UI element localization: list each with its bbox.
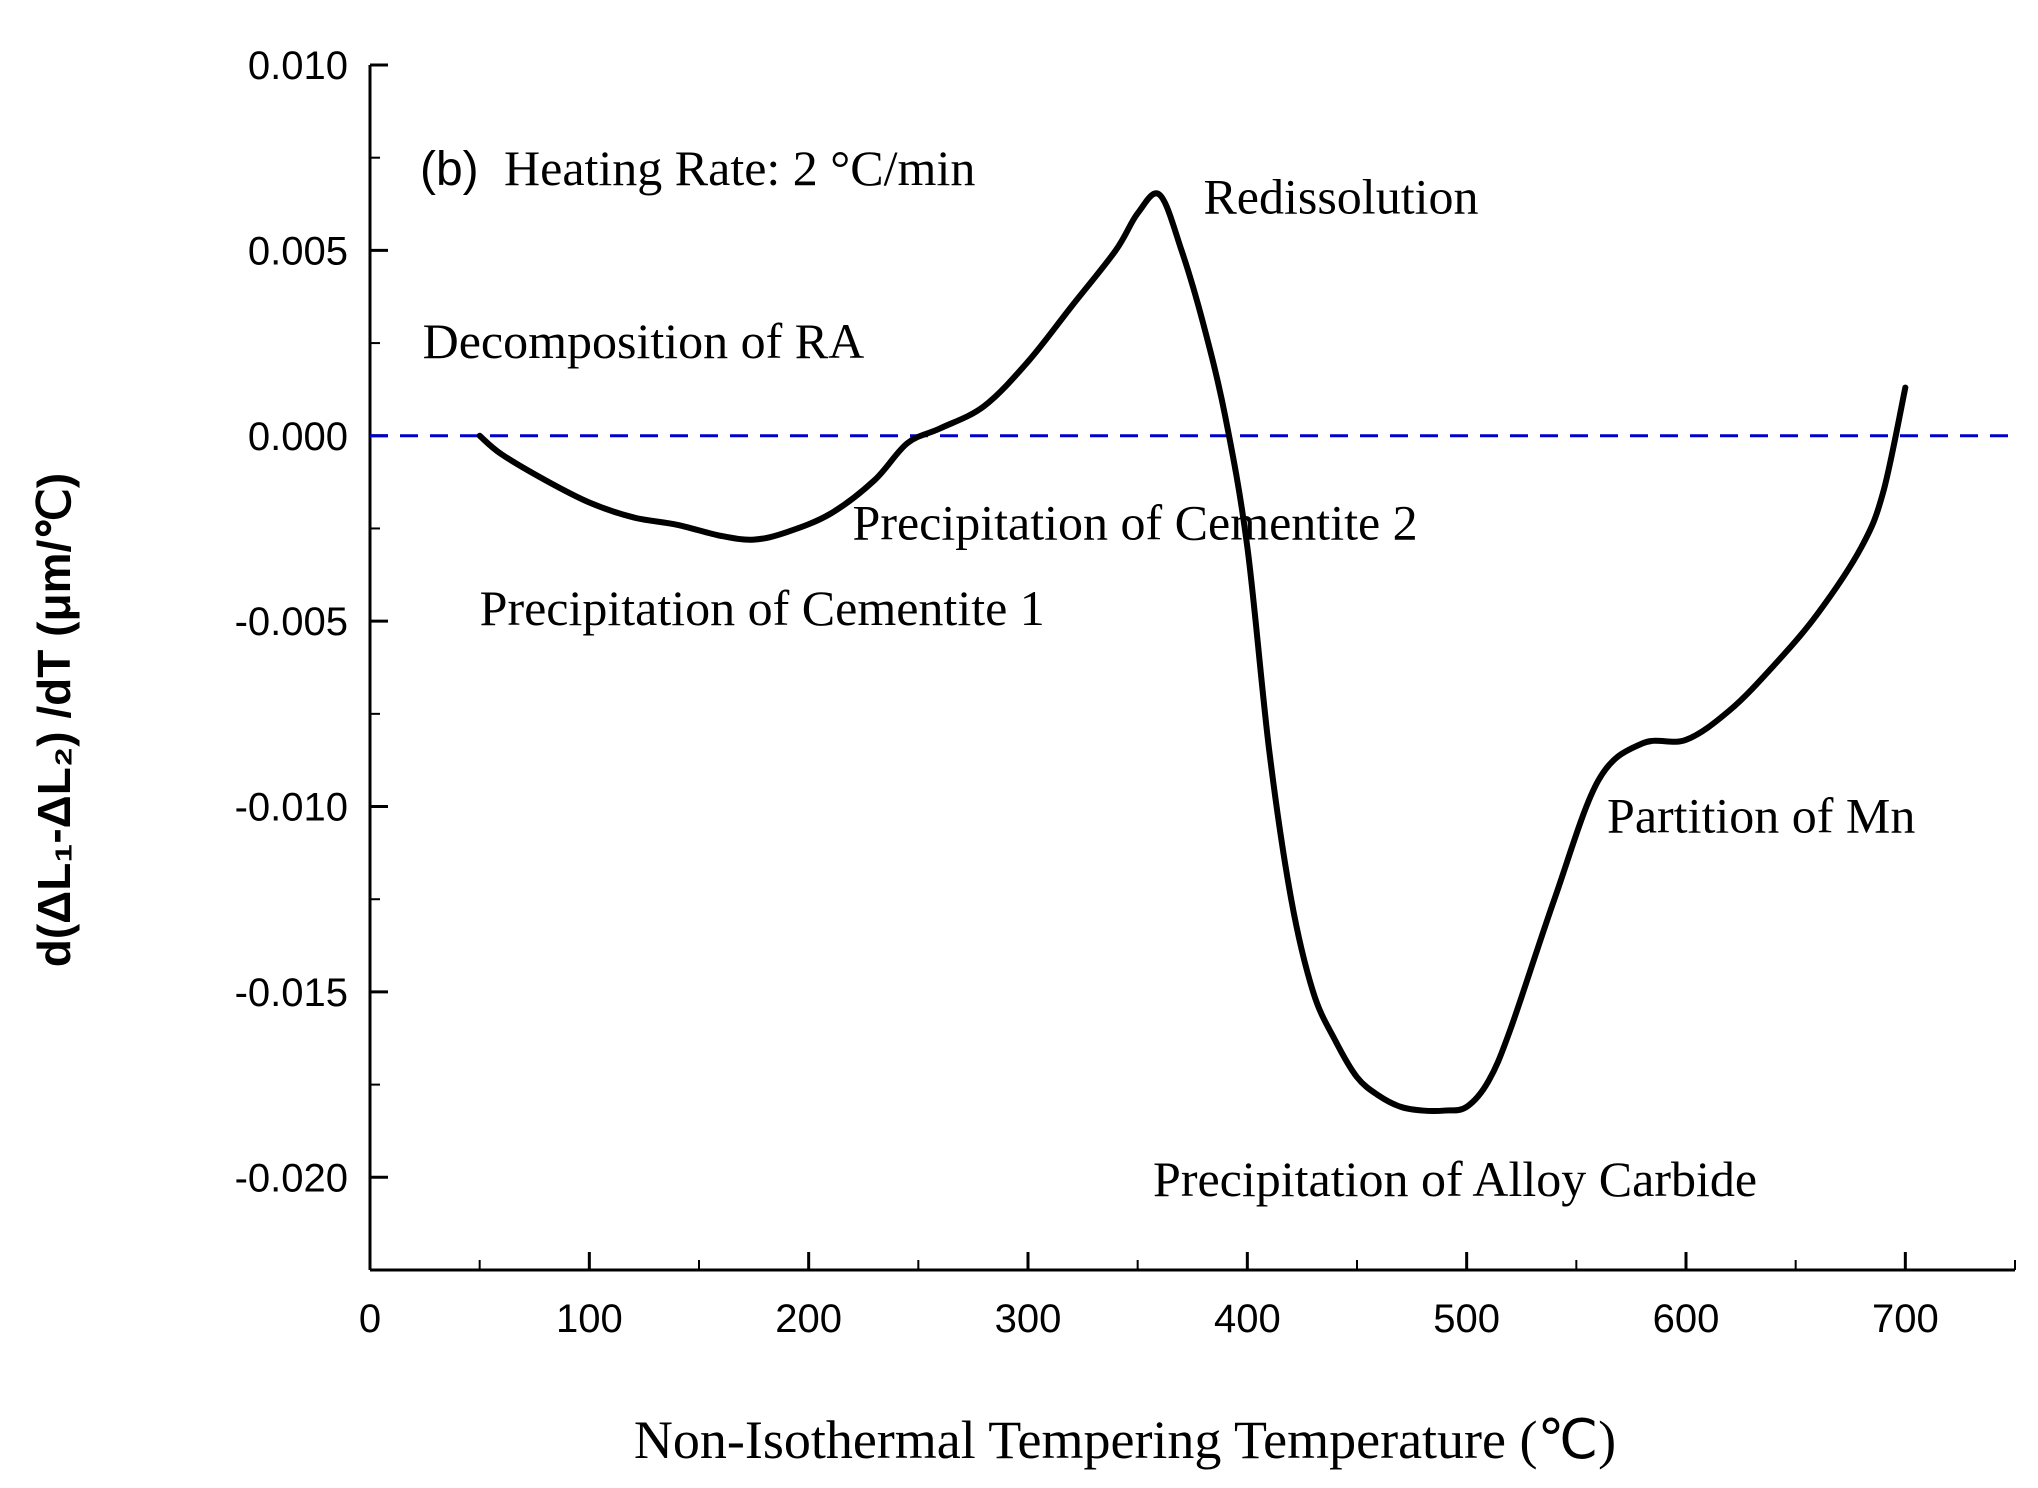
annotation-label: Precipitation of Alloy Carbide	[1153, 1151, 1757, 1207]
chart-title: (b) Heating Rate: 2 °C/min	[420, 140, 975, 196]
annotation-label: Precipitation of Cementite 2	[853, 495, 1418, 551]
series-line	[476, 190, 1909, 1115]
x-tick-label: 600	[1653, 1297, 1720, 1341]
chart-subtitle: Heating Rate: 2 °C/min	[504, 140, 975, 196]
x-tick-label: 400	[1214, 1297, 1281, 1341]
x-tick-label: 0	[359, 1297, 381, 1341]
series-layer	[476, 190, 1909, 1115]
annotation-label: Redissolution	[1203, 168, 1478, 224]
y-tick-label: -0.015	[235, 971, 348, 1015]
x-tick-label: 500	[1433, 1297, 1500, 1341]
annotation-layer: Decomposition of RA Redissolution Precipit…	[423, 168, 1916, 1207]
y-axis-title: d(ΔL₁-ΔL₂) /dT (μm/℃)	[28, 473, 80, 968]
annotation-label: Partition of Mn	[1607, 787, 1915, 843]
x-tick-label: 300	[995, 1297, 1062, 1341]
x-tick-label: 100	[556, 1297, 623, 1341]
y-tick-label: -0.010	[235, 786, 348, 830]
annotation-label: Decomposition of RA	[423, 313, 865, 369]
y-tick-label: -0.005	[235, 600, 348, 644]
y-tick-label: 0.010	[248, 44, 348, 88]
panel-label: (b)	[420, 143, 479, 196]
x-tick-label: 700	[1872, 1297, 1939, 1341]
y-tick-label: -0.020	[235, 1156, 348, 1200]
y-tick-label: 0.005	[248, 229, 348, 273]
x-axis-title: Non-Isothermal Tempering Temperature (℃)	[634, 1410, 1616, 1470]
axes: 0 100 200 300 400 500 600 700 0.010 0.005 0.000 -0.…	[235, 44, 2016, 1341]
x-tick-label: 200	[775, 1297, 842, 1341]
annotation-label: Precipitation of Cementite 1	[480, 580, 1045, 636]
y-tick-label: 0.000	[248, 415, 348, 459]
